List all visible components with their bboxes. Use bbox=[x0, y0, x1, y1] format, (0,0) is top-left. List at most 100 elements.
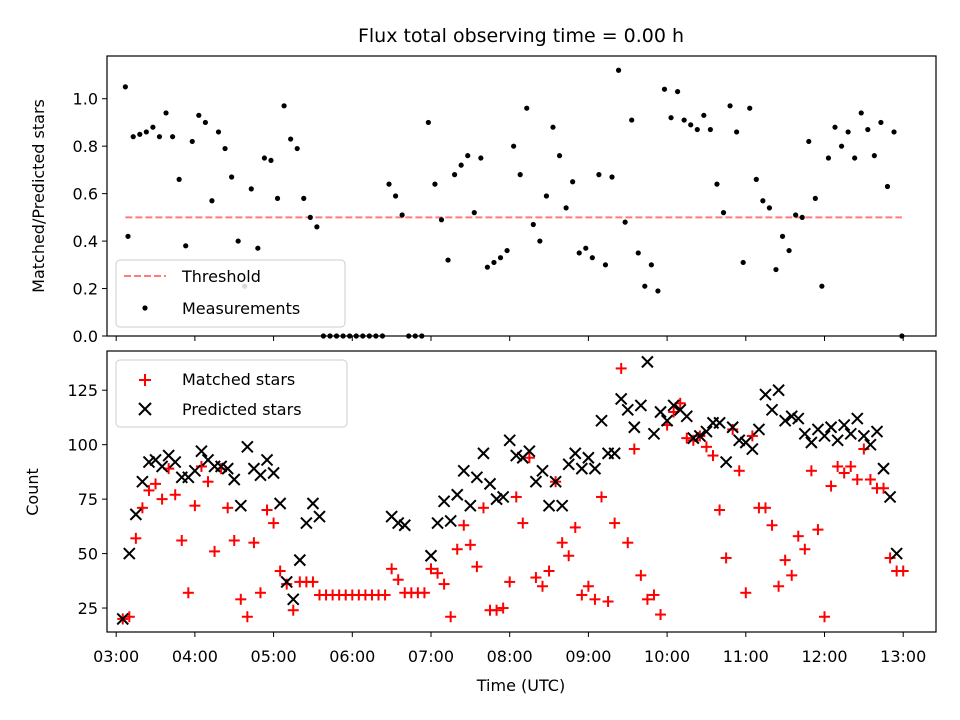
bottom-marks bbox=[116, 355, 909, 626]
matched-stars-point bbox=[517, 517, 529, 529]
predicted-stars-point bbox=[746, 442, 759, 456]
predicted-stars-point bbox=[772, 384, 785, 397]
matched-stars-point bbox=[589, 593, 601, 605]
matched-stars-point bbox=[182, 587, 194, 599]
measurement-point bbox=[497, 255, 504, 261]
predicted-stars-point bbox=[778, 414, 792, 427]
measurement-point bbox=[209, 198, 215, 204]
matched-stars-point bbox=[707, 450, 719, 462]
measurement-point bbox=[655, 288, 661, 294]
measurement-point bbox=[248, 186, 254, 192]
predicted-stars-point bbox=[129, 508, 143, 521]
measurement-point bbox=[537, 238, 543, 244]
predicted-stars-point bbox=[470, 471, 484, 484]
measurement-point bbox=[222, 145, 228, 152]
predicted-stars-point bbox=[654, 405, 667, 419]
matched-stars-point bbox=[432, 567, 444, 579]
measurement-point bbox=[753, 176, 759, 182]
measurement-point bbox=[122, 84, 128, 90]
y-tick-label: 75 bbox=[78, 490, 98, 509]
predicted-stars-point bbox=[280, 575, 293, 589]
legend-measurements-label: Measurements bbox=[182, 299, 300, 318]
measurement-point bbox=[858, 110, 864, 116]
predicted-stars-point bbox=[496, 490, 510, 504]
measurement-point bbox=[707, 126, 713, 133]
measurement-point bbox=[576, 250, 582, 256]
predicted-stars-point bbox=[765, 403, 779, 417]
matched-stars-point bbox=[759, 502, 771, 514]
predicted-stars-point bbox=[595, 414, 608, 427]
matched-stars-point bbox=[241, 611, 253, 623]
predicted-stars-point bbox=[300, 516, 313, 530]
predicted-stars-point bbox=[221, 462, 234, 475]
matched-stars-point bbox=[536, 580, 548, 592]
measurement-point bbox=[143, 129, 149, 135]
predicted-stars-point bbox=[228, 473, 241, 486]
predicted-stars-point bbox=[542, 499, 556, 512]
measurement-point bbox=[399, 212, 405, 218]
predicted-stars-point bbox=[457, 464, 470, 478]
predicted-stars-point bbox=[614, 392, 628, 406]
measurement-point bbox=[727, 103, 733, 109]
measurement-point bbox=[674, 88, 681, 95]
measurement-point bbox=[609, 174, 615, 180]
measurement-point bbox=[458, 162, 464, 168]
top-legend: Threshold Measurements bbox=[115, 259, 346, 328]
measurement-point bbox=[255, 245, 261, 251]
predicted-stars-point bbox=[700, 425, 713, 438]
measurement-point bbox=[832, 124, 838, 130]
measurement-point bbox=[465, 153, 471, 159]
measurement-point bbox=[629, 117, 635, 123]
measurement-point bbox=[891, 129, 897, 135]
predicted-stars-point bbox=[818, 429, 831, 443]
matched-stars-point bbox=[615, 362, 627, 374]
predicted-stars-point bbox=[195, 444, 208, 458]
measurement-point bbox=[156, 134, 163, 140]
predicted-stars-point bbox=[536, 464, 549, 478]
predicted-stars-point bbox=[680, 410, 693, 423]
matched-stars-point bbox=[261, 504, 273, 516]
predicted-stars-point bbox=[398, 519, 411, 532]
matched-stars-point bbox=[209, 545, 221, 557]
top-axes-frame bbox=[106, 55, 937, 337]
x-tick-label: 10:00 bbox=[644, 647, 690, 666]
predicted-stars-point bbox=[634, 399, 648, 412]
predicted-stars-point bbox=[792, 412, 805, 425]
measurement-point bbox=[589, 255, 595, 261]
matched-stars-point bbox=[832, 460, 844, 472]
matched-stars-point bbox=[864, 474, 876, 486]
measurement-point bbox=[438, 217, 445, 223]
matched-stars-point bbox=[878, 482, 890, 494]
matched-stars-point bbox=[556, 537, 568, 549]
predicted-stars-point bbox=[582, 451, 595, 464]
predicted-stars-point bbox=[693, 429, 707, 443]
measurement-point bbox=[504, 247, 510, 254]
measurement-point bbox=[615, 67, 622, 73]
predicted-stars-point bbox=[798, 427, 812, 440]
x-tick-label: 04:00 bbox=[172, 647, 218, 666]
measurement-point bbox=[845, 129, 851, 135]
x-axis-label: Time (UTC) bbox=[476, 676, 565, 695]
matched-stars-point bbox=[445, 611, 457, 623]
matched-stars-point bbox=[477, 502, 489, 514]
x-tick-label: 11:00 bbox=[723, 647, 769, 666]
measurement-point bbox=[878, 119, 884, 126]
matched-stars-point bbox=[222, 502, 234, 514]
measurement-point bbox=[432, 181, 438, 187]
predicted-stars-point bbox=[562, 458, 575, 471]
measurement-point bbox=[524, 105, 530, 111]
legend-predicted-label: Predicted stars bbox=[182, 400, 302, 419]
predicted-stars-point bbox=[647, 427, 661, 440]
measurement-point bbox=[452, 172, 458, 178]
matched-stars-point bbox=[281, 578, 293, 590]
matched-stars-point bbox=[392, 574, 404, 586]
predicted-stars-point bbox=[464, 499, 477, 512]
measurement-point bbox=[478, 155, 484, 161]
matched-stars-point bbox=[425, 563, 437, 575]
measurement-point bbox=[150, 124, 156, 130]
legend-predicted-swatch bbox=[138, 402, 152, 416]
bottom-legend: Matched stars Predicted stars bbox=[115, 359, 348, 428]
measurement-point bbox=[307, 214, 313, 220]
matched-stars-point bbox=[851, 474, 863, 486]
